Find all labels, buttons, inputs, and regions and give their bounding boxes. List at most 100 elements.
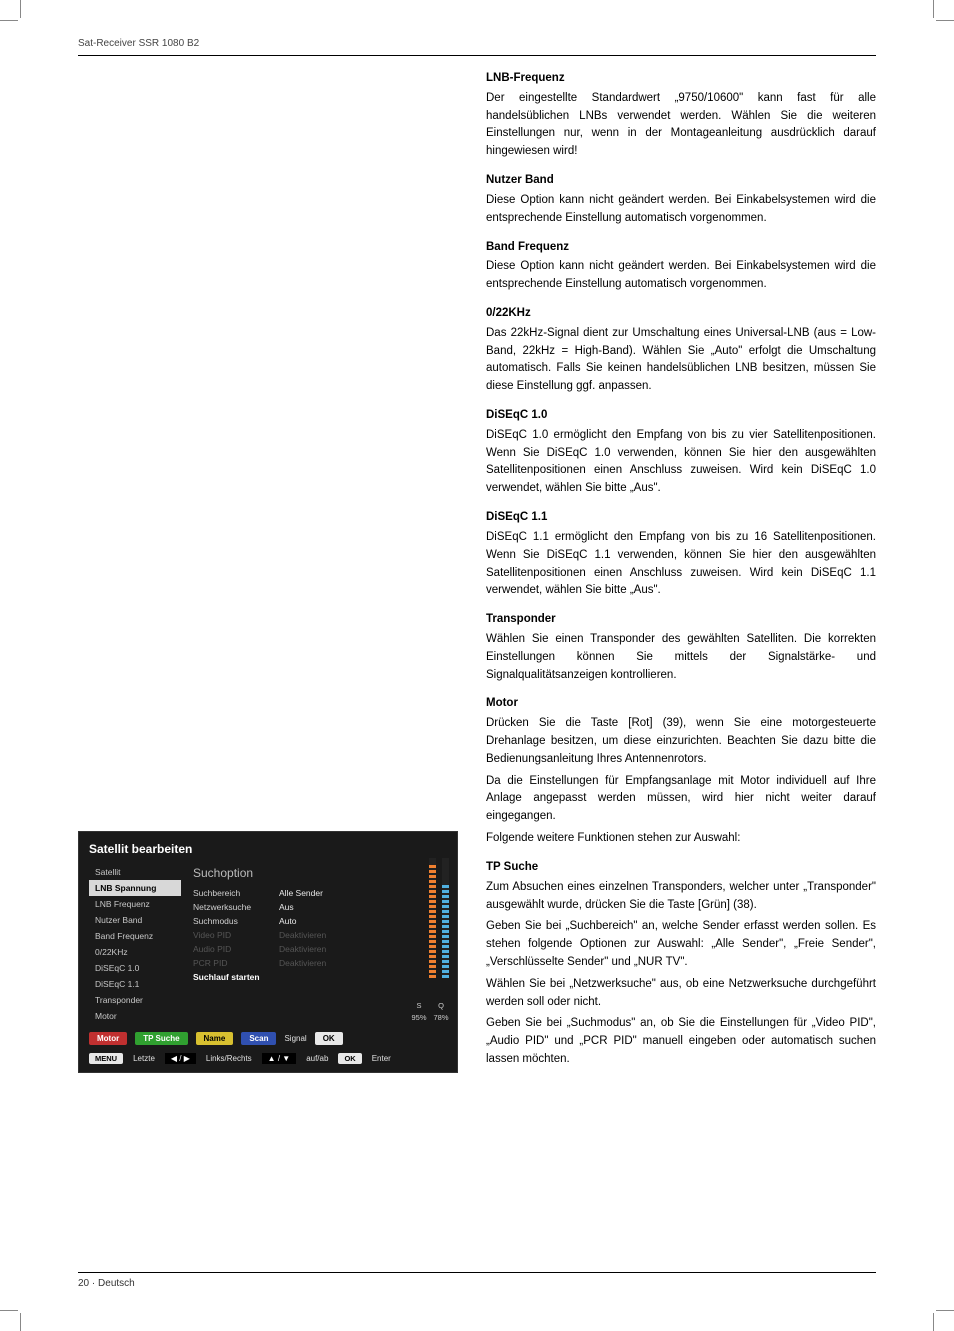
- footer-lang: Deutsch: [98, 1278, 135, 1289]
- para: Folgende weitere Funktionen stehen zur A…: [486, 830, 876, 848]
- heading-band-frequenz: Band Frequenz: [486, 239, 876, 257]
- row-suchmodus[interactable]: Suchmodus Auto: [189, 914, 447, 928]
- para: Diese Option kann nicht geändert werden.…: [486, 258, 876, 294]
- key-ok[interactable]: OK: [338, 1053, 361, 1064]
- label-video-pid: Video PID: [193, 930, 279, 940]
- heading-transponder: Transponder: [486, 611, 876, 629]
- nav-diseqc11[interactable]: DiSEqC 1.1: [89, 976, 181, 992]
- crop-mark: [20, 1313, 21, 1331]
- heading-diseqc10: DiSEqC 1.0: [486, 407, 876, 425]
- row-suchlauf[interactable]: Suchlauf starten: [189, 970, 447, 984]
- nav-022khz[interactable]: 0/22KHz: [89, 944, 181, 960]
- page: Sat-Receiver SSR 1080 B2 Satellit bearbe…: [78, 38, 876, 1293]
- meter-s: [429, 858, 436, 978]
- key-menu[interactable]: MENU: [89, 1053, 123, 1064]
- heading-lnb-frequenz: LNB-Frequenz: [486, 70, 876, 88]
- screenshot-dialog: Satellit bearbeiten Satellit LNB Spannun…: [78, 831, 458, 1073]
- nav-nutzer-band[interactable]: Nutzer Band: [89, 912, 181, 928]
- heading-022khz: 0/22KHz: [486, 305, 876, 323]
- row-suchbereich[interactable]: Suchbereich Alle Sender: [189, 886, 447, 900]
- value-pcr-pid: Deaktivieren: [279, 958, 326, 968]
- value-suchmodus: Auto: [279, 916, 297, 926]
- crop-mark: [0, 1310, 18, 1311]
- para: DiSEqC 1.0 ermöglicht den Empfang von bi…: [486, 427, 876, 498]
- footer-rule: [78, 1272, 876, 1273]
- para: Drücken Sie die Taste [Rot] (39), wenn S…: [486, 715, 876, 768]
- nav-band-frequenz[interactable]: Band Frequenz: [89, 928, 181, 944]
- heading-motor: Motor: [486, 695, 876, 713]
- footer-text: 20 · Deutsch: [78, 1278, 876, 1289]
- header-rule: [78, 55, 876, 56]
- para: Wählen Sie einen Transponder des gewählt…: [486, 631, 876, 684]
- crop-mark: [936, 1310, 954, 1311]
- para: Diese Option kann nicht geändert werden.…: [486, 192, 876, 228]
- btn-name[interactable]: Name: [196, 1032, 234, 1045]
- key-ud-icon[interactable]: ▲ / ▼: [262, 1053, 297, 1064]
- key-lr-icon[interactable]: ◀ / ▶: [165, 1053, 196, 1064]
- s-label: S: [411, 1001, 427, 1010]
- label-netzwerksuche: Netzwerksuche: [193, 902, 279, 912]
- para: Das 22kHz-Signal dient zur Umschaltung e…: [486, 325, 876, 396]
- dialog-title: Satellit bearbeiten: [89, 842, 447, 856]
- label-lr: Links/Rechts: [206, 1054, 252, 1063]
- label-pcr-pid: PCR PID: [193, 958, 279, 968]
- dialog-panel: Suchoption Suchbereich Alle Sender Netzw…: [189, 864, 447, 1024]
- para: Zum Absuchen eines einzelnen Transponder…: [486, 879, 876, 915]
- nav-lnb-frequenz[interactable]: LNB Frequenz: [89, 896, 181, 912]
- signal-pcts: 95% 78%: [411, 1013, 449, 1022]
- panel-title: Suchoption: [189, 864, 447, 886]
- value-suchbereich: Alle Sender: [279, 888, 323, 898]
- label-suchmodus: Suchmodus: [193, 916, 279, 926]
- nav-motor[interactable]: Motor: [89, 1008, 181, 1024]
- row-audio-pid: Audio PID Deaktivieren: [189, 942, 447, 956]
- label-suchbereich: Suchbereich: [193, 888, 279, 898]
- left-column: Satellit bearbeiten Satellit LNB Spannun…: [78, 70, 458, 1073]
- label-suchlauf: Suchlauf starten: [193, 972, 279, 982]
- crop-mark: [0, 20, 18, 21]
- label-signal: Signal: [284, 1034, 306, 1043]
- crop-mark: [933, 0, 934, 18]
- color-button-row: Motor TP Suche Name Scan Signal OK: [89, 1032, 447, 1045]
- crop-mark: [20, 0, 21, 18]
- dialog-body: Satellit LNB Spannung LNB Frequenz Nutze…: [89, 864, 447, 1024]
- para: Wählen Sie bei „Netzwerksuche" aus, ob e…: [486, 976, 876, 1012]
- label-ud: auf/ab: [306, 1054, 328, 1063]
- meter-s-fill: [429, 864, 436, 978]
- nav-lnb-spannung[interactable]: LNB Spannung: [89, 880, 181, 896]
- footer-page: 20: [78, 1278, 89, 1289]
- header-product: Sat-Receiver SSR 1080 B2: [78, 38, 876, 55]
- btn-scan[interactable]: Scan: [241, 1032, 276, 1045]
- row-video-pid: Video PID Deaktivieren: [189, 928, 447, 942]
- heading-diseqc11: DiSEqC 1.1: [486, 509, 876, 527]
- value-audio-pid: Deaktivieren: [279, 944, 326, 954]
- nav-satellit[interactable]: Satellit: [89, 864, 181, 880]
- s-pct: 95%: [411, 1013, 427, 1022]
- btn-tpsuche[interactable]: TP Suche: [135, 1032, 187, 1045]
- nav-diseqc10[interactable]: DiSEqC 1.0: [89, 960, 181, 976]
- signal-labels: S Q: [411, 1001, 449, 1010]
- label-enter: Enter: [372, 1054, 391, 1063]
- btn-ok[interactable]: OK: [315, 1032, 343, 1045]
- value-netzwerksuche: Aus: [279, 902, 294, 912]
- para: Der eingestellte Standardwert „9750/1060…: [486, 90, 876, 161]
- crop-mark: [933, 1313, 934, 1331]
- nav-transponder[interactable]: Transponder: [89, 992, 181, 1008]
- content: Satellit bearbeiten Satellit LNB Spannun…: [78, 70, 876, 1073]
- signal-meters: [429, 858, 449, 978]
- footer-sep: ·: [92, 1278, 95, 1289]
- heading-nutzer-band: Nutzer Band: [486, 172, 876, 190]
- q-label: Q: [433, 1001, 449, 1010]
- meter-q: [442, 858, 449, 978]
- right-column: LNB-Frequenz Der eingestellte Standardwe…: [486, 70, 876, 1073]
- row-pcr-pid: PCR PID Deaktivieren: [189, 956, 447, 970]
- row-netzwerksuche[interactable]: Netzwerksuche Aus: [189, 900, 447, 914]
- dialog-nav: Satellit LNB Spannung LNB Frequenz Nutze…: [89, 864, 181, 1024]
- btn-motor[interactable]: Motor: [89, 1032, 127, 1045]
- crop-mark: [936, 20, 954, 21]
- meter-q-fill: [442, 884, 449, 978]
- label-letzte: Letzte: [133, 1054, 155, 1063]
- para: Da die Einstellungen für Empfangsanlage …: [486, 773, 876, 826]
- value-video-pid: Deaktivieren: [279, 930, 326, 940]
- label-audio-pid: Audio PID: [193, 944, 279, 954]
- para: DiSEqC 1.1 ermöglicht den Empfang von bi…: [486, 529, 876, 600]
